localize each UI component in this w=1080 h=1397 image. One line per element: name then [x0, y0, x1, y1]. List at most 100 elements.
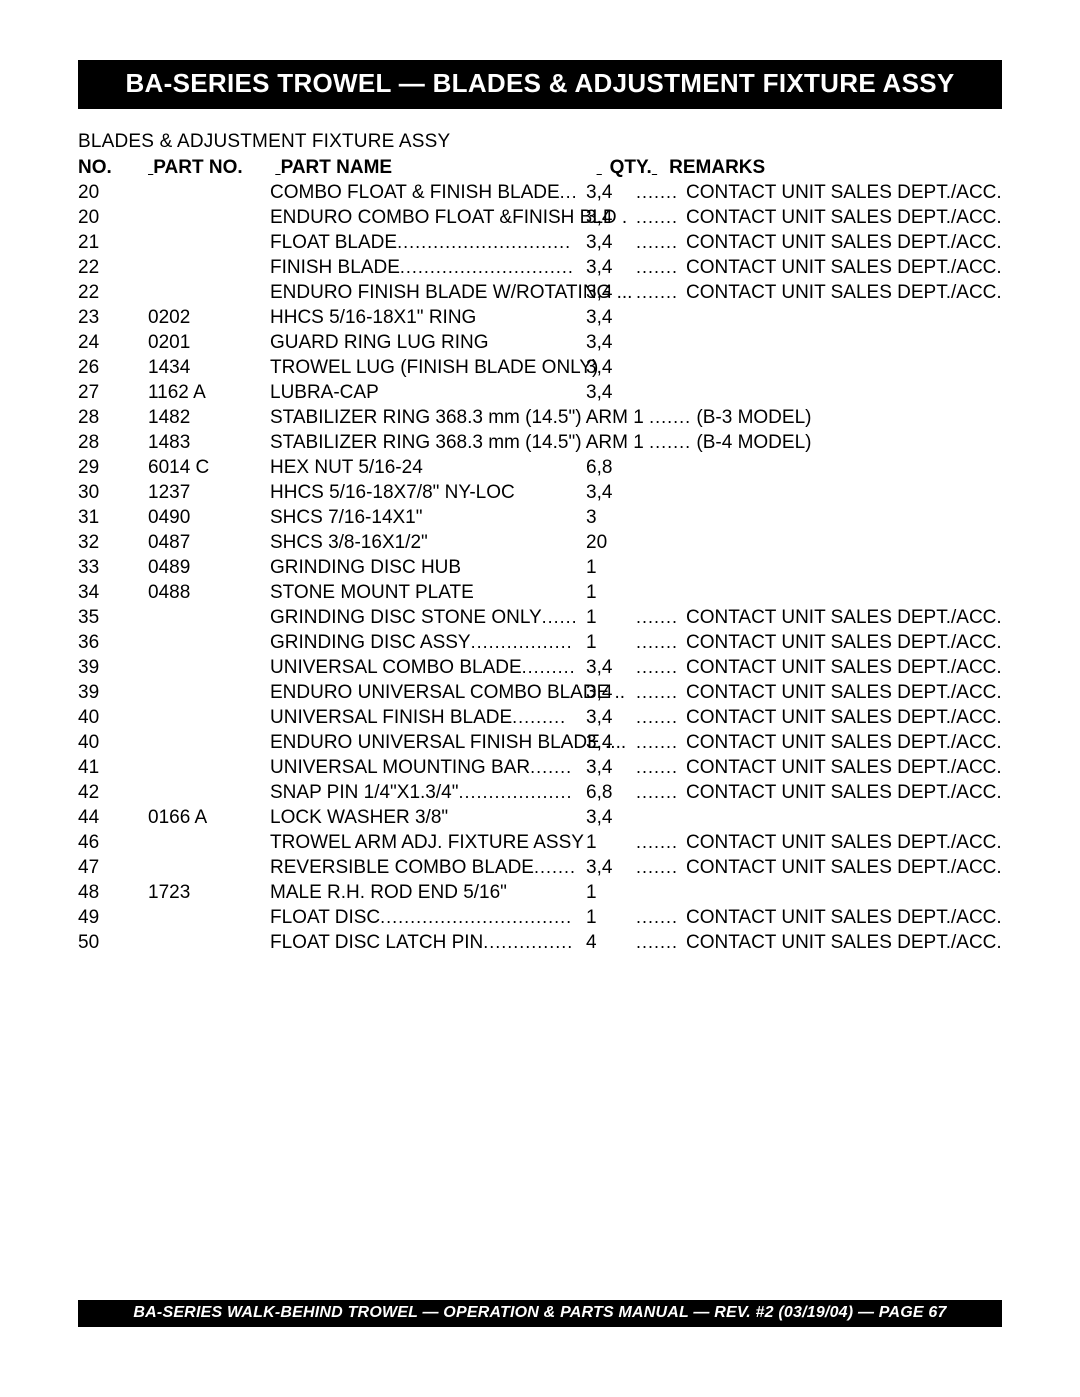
cell-no: 23 [78, 305, 148, 330]
cell-remarks: CONTACT UNIT SALES DEPT./ACC. ITEM [686, 930, 1002, 955]
table-header-row: NO. PART NO. PART NAME QTY. REMARKS [78, 155, 1002, 180]
header-qty: QTY. [602, 155, 652, 180]
cell-sep: ....... [636, 205, 686, 230]
table-row: 330489GRINDING DISC HUB1 [78, 555, 1002, 580]
cell-partname: TROWEL LUG (FINISH BLADE ONLY) [270, 355, 586, 380]
cell-sep: ....... [636, 780, 686, 805]
cell-partname: GRINDING DISC ASSY ................. [270, 630, 586, 655]
cell-partname: GUARD RING LUG RING [270, 330, 586, 355]
cell-partno: 6014 C [148, 455, 270, 480]
leader-dots: ................................ [380, 905, 572, 930]
cell-partno: 0201 [148, 330, 270, 355]
cell-sep: ....... [636, 730, 686, 755]
cell-qty: 3,4 [586, 705, 636, 730]
table-row: 49FLOAT DISC ...........................… [78, 905, 1002, 930]
table-row: 50FLOAT DISC LATCH PIN ...............4.… [78, 930, 1002, 955]
cell-qty: 4 [586, 930, 636, 955]
table-row: 39ENDURO UNIVERSAL COMBO BLADE ..3,4....… [78, 680, 1002, 705]
header-partname: PART NAME [281, 155, 597, 180]
cell-no: 28 [78, 430, 148, 455]
table-row: 340488STONE MOUNT PLATE1 [78, 580, 1002, 605]
leader-dots: ....... [636, 630, 678, 655]
leader-dots: ................... [458, 780, 572, 805]
table-row: 20COMBO FLOAT & FINISH BLADE ...3,4.....… [78, 180, 1002, 205]
table-row: 42SNAP PIN 1/4"X1.3/4" .................… [78, 780, 1002, 805]
cell-remarks: CONTACT UNIT SALES DEPT./ACC. ITEM [686, 755, 1002, 780]
cell-qty: 3,4 [586, 655, 636, 680]
table-row: 320487SHCS 3/8-16X1/2"20 [78, 530, 1002, 555]
leader-dots: ....... [636, 605, 678, 630]
table-row: 22FINISH BLADE .........................… [78, 255, 1002, 280]
cell-partname: HEX NUT 5/16-24 [270, 455, 586, 480]
cell-sep: ....... [636, 830, 686, 855]
cell-partno: 0488 [148, 580, 270, 605]
cell-partname: SNAP PIN 1/4"X1.3/4" ................... [270, 780, 586, 805]
cell-remarks: CONTACT UNIT SALES DEPT./ACC. ITEM [686, 705, 1002, 730]
cell-no: 21 [78, 230, 148, 255]
cell-remarks: (B-4 MODEL) [691, 432, 811, 453]
cell-partname: TROWEL ARM ADJ. FIXTURE ASSY [270, 830, 586, 855]
cell-no: 41 [78, 755, 148, 780]
cell-sep: ....... [636, 755, 686, 780]
cell-partno: 0490 [148, 505, 270, 530]
cell-no: 50 [78, 930, 148, 955]
cell-sep: ....... [636, 230, 686, 255]
cell-qty: 1 [586, 830, 636, 855]
cell-qty: 3,4 [586, 380, 636, 405]
table-row: 46TROWEL ARM ADJ. FIXTURE ASSY 1.......C… [78, 830, 1002, 855]
cell-sep: ....... [636, 255, 686, 280]
cell-sep: ....... [636, 655, 686, 680]
table-row: 481723MALE R.H. ROD END 5/16"1 [78, 880, 1002, 905]
table-row: 39UNIVERSAL COMBO BLADE .........3,4....… [78, 655, 1002, 680]
table-row: 35GRINDING DISC STONE ONLY ......1......… [78, 605, 1002, 630]
cell-no: 33 [78, 555, 148, 580]
cell-remarks: CONTACT UNIT SALES DEPT./ACC. ITEM [686, 230, 1002, 255]
cell-remarks: CONTACT UNIT SALES DEPT./ACC. ITEM [686, 855, 1002, 880]
cell-no: 20 [78, 205, 148, 230]
table-row: 281483STABILIZER RING 368.3 mm (14.5") A… [78, 430, 1002, 455]
cell-qty: 3,4 [586, 180, 636, 205]
table-row: 21 FLOAT BLADE ..........................… [78, 230, 1002, 255]
cell-no: 35 [78, 605, 148, 630]
cell-partno: 0487 [148, 530, 270, 555]
table-row: 240201GUARD RING LUG RING3,4 [78, 330, 1002, 355]
cell-qty: 3 [586, 505, 636, 530]
leader-dots: ............................. [397, 230, 571, 255]
cell-no: 34 [78, 580, 148, 605]
cell-partname: MALE R.H. ROD END 5/16" [270, 880, 586, 905]
leader-dots: ....... [636, 780, 678, 805]
cell-no: 36 [78, 630, 148, 655]
cell-partno: 1237 [148, 480, 270, 505]
cell-remarks: CONTACT UNIT SALES DEPT./ACC. ITEM [686, 180, 1002, 205]
cell-sep: ....... [636, 605, 686, 630]
cell-partname: LOCK WASHER 3/8" [270, 805, 586, 830]
parts-table: NO. PART NO. PART NAME QTY. REMARKS 20CO… [78, 155, 1002, 955]
table-row: 296014 CHEX NUT 5/16-246,8 [78, 455, 1002, 480]
cell-partname: SHCS 3/8-16X1/2" [270, 530, 586, 555]
cell-qty: 3,4 [586, 255, 636, 280]
table-row: 230202HHCS 5/16-18X1" RING3,4 [78, 305, 1002, 330]
cell-qty: 1 [586, 630, 636, 655]
leader-dots: ......... [522, 655, 576, 680]
table-row: 301237HHCS 5/16-18X7/8" NY-LOC3,4 [78, 480, 1002, 505]
table-row: 271162 ALUBRA-CAP3,4 [78, 380, 1002, 405]
cell-partname: FLOAT BLADE ............................… [270, 230, 586, 255]
leader-dots: ......... [512, 705, 566, 730]
cell-partname: HHCS 5/16-18X1" RING [270, 305, 586, 330]
cell-qty: 1 [586, 605, 636, 630]
cell-partname: STONE MOUNT PLATE [270, 580, 586, 605]
leader-dots: ....... [636, 755, 678, 780]
cell-sep: ....... [636, 180, 686, 205]
cell-remarks: CONTACT UNIT SALES DEPT./ACC. ITEM [686, 905, 1002, 930]
cell-partno: 1482 [148, 405, 270, 430]
table-row: 22ENDURO FINISH BLADE W/ROTATING ...3,4.… [78, 280, 1002, 305]
cell-remarks: (B-3 MODEL) [691, 407, 811, 428]
table-row: 310490SHCS 7/16-14X1"3 [78, 505, 1002, 530]
cell-no: 44 [78, 805, 148, 830]
cell-no: 49 [78, 905, 148, 930]
cell-partname: HHCS 5/16-18X7/8" NY-LOC [270, 480, 586, 505]
leader-dots: ....... [636, 705, 678, 730]
cell-partno: 0489 [148, 555, 270, 580]
cell-partname: UNIVERSAL FINISH BLADE ......... [270, 705, 586, 730]
leader-dots: ....... [649, 405, 691, 430]
